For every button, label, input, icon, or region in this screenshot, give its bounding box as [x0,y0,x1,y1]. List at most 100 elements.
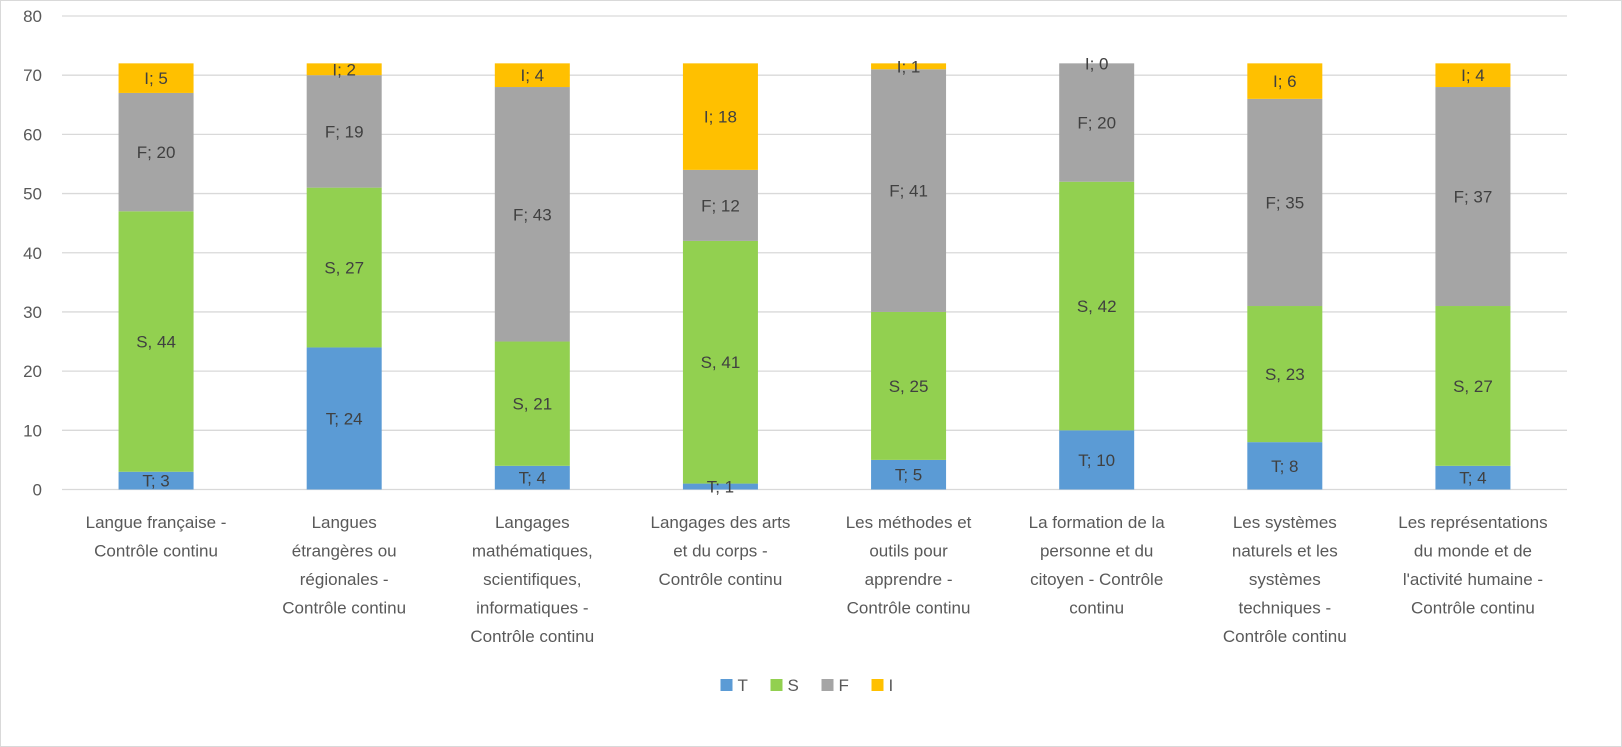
bar-segment-t [682,483,758,490]
legend-swatch-s [770,679,783,691]
category-label-line: Contrôle continu [94,542,218,561]
legend-label-t: T [738,676,748,695]
category-label-line: Langues [312,513,377,532]
y-tick-label: 10 [23,421,42,440]
category-label-line: outils pour [869,542,948,561]
category-label: Langue française - Contrôle continu [86,513,227,561]
legend-label-i: I [889,676,894,695]
data-label-i: I; 1 [897,57,921,76]
bar-segment-s [871,311,947,460]
category-label-line: apprendre - [865,570,953,589]
category-label: Les méthodes et outils pour apprendre - Con… [846,513,972,618]
category-label-line: et du corps - [673,542,768,561]
data-label-f: F; 19 [325,122,364,141]
category-label: Langages des arts et du corps - Contrôle c… [650,513,790,589]
category-label: Les représentations du monde et de l'activ… [1398,513,1547,618]
data-label-i: I; 5 [144,69,168,88]
data-label-t: T; 4 [519,469,546,488]
data-labels: T; 3 S, 44 F; 20 I; 5 T; 24 S, 27 F; 19 I; 2 T; … [136,54,1493,496]
bar-segment-i [871,63,947,70]
category-label: Langues étrangères ou régionales - Contrôle… [282,513,406,618]
category-label-line: techniques - [1239,599,1332,618]
bar-segment-f [1435,87,1511,307]
legend-swatch-t [720,679,733,691]
bar-segment-s [306,187,382,348]
data-label-f: F; 37 [1454,188,1493,207]
data-label-f: F; 43 [513,205,552,224]
data-label-t: T; 10 [1078,451,1115,470]
data-label-t: T; 1 [707,478,734,497]
category-label-line: informatiques - [476,599,588,618]
category-label-line: Contrôle continu [282,599,406,618]
data-label-s: S, 44 [136,333,176,352]
data-label-f: F; 35 [1265,193,1304,212]
y-tick-label: 80 [23,7,42,26]
category-label-line: La formation de la [1029,513,1166,532]
category-label: Les systèmes naturels et les systèmes techn… [1223,513,1347,646]
bar-segment-i [306,63,382,76]
category-label-line: Contrôle continu [1411,599,1535,618]
data-label-s: S, 23 [1265,365,1305,384]
category-label-line: Langages [495,513,570,532]
data-label-f: F; 12 [701,196,740,215]
y-tick-label: 0 [33,481,42,500]
data-label-s: S, 21 [512,395,552,414]
legend-label-s: S [788,676,799,695]
data-label-s: S, 25 [889,377,929,396]
data-label-t: T; 4 [1459,469,1486,488]
bar-segment-f [1247,98,1323,307]
data-label-i: I; 4 [1461,66,1485,85]
category-label-line: continu [1069,599,1124,618]
bar-segment-s [1435,306,1511,466]
category-label-line: étrangères ou [292,542,397,561]
data-label-i: I; 2 [332,60,356,79]
bar-segment-s [118,211,194,472]
category-label-line: Les méthodes et [846,513,972,532]
bar-segment-i [494,63,570,88]
category-label-line: mathématiques, [472,542,593,561]
data-label-f: F; 20 [1077,114,1116,133]
category-label-line: Contrôle continu [1223,627,1347,646]
bar-segment-i [682,63,758,170]
category-label-line: Contrôle continu [470,627,594,646]
data-label-s: S, 42 [1077,297,1117,316]
category-label-line: Les systèmes [1233,513,1337,532]
category-labels: Langue française -Contrôle continuLangue… [86,513,1548,646]
y-tick-label: 40 [23,244,42,263]
bar-segment-t [1435,465,1511,490]
legend-label-f: F [839,676,849,695]
data-label-s: S, 27 [1453,377,1493,396]
y-axis-ticks: 0 10 20 30 40 50 60 70 80 [23,7,42,500]
data-label-i: I; 4 [521,66,545,85]
data-label-t: T; 8 [1271,457,1298,476]
legend-swatch-f [821,679,834,691]
bars [118,63,1511,490]
data-label-f: F; 41 [889,182,928,201]
bar-segment-s [1059,181,1135,431]
y-tick-label: 30 [23,303,42,322]
category-label-line: scientifiques, [483,570,581,589]
data-label-i: I; 0 [1085,54,1109,73]
y-tick-label: 70 [23,66,42,85]
bar-segment-f [118,92,194,212]
bar-segment-s [494,341,570,466]
category-label: La formation de la personne et du citoyen … [1029,513,1166,618]
y-tick-label: 20 [23,362,42,381]
data-label-f: F; 20 [137,143,176,162]
category-label-line: personne et du [1040,542,1153,561]
bar-segment-i [1435,63,1511,88]
category-label-line: Langue française - [86,513,227,532]
bar-segment-i [118,63,194,93]
category-label-line: citoyen - Contrôle [1030,570,1163,589]
category-label-line: systèmes [1249,570,1321,589]
bar-segment-t [1247,442,1323,490]
y-tick-label: 60 [23,125,42,144]
category-label-line: Les représentations [1398,513,1547,532]
bar-segment-t [871,459,947,490]
bar-segment-f [306,75,382,188]
category-label-line: Contrôle continu [659,570,783,589]
bar-segment-t [1059,430,1135,490]
data-label-i: I; 18 [704,108,737,127]
data-label-s: S, 41 [701,353,741,372]
